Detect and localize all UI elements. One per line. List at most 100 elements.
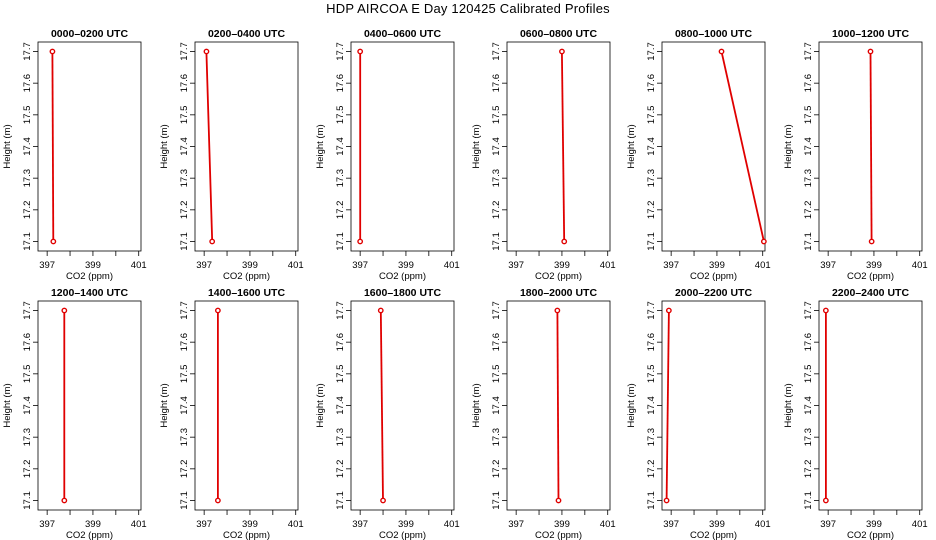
y-tick-label: 17.1 (22, 491, 33, 510)
y-tick-label: 17.7 (803, 301, 814, 320)
x-tick-label: 401 (600, 519, 616, 530)
y-tick-label: 17.5 (179, 365, 190, 384)
y-tick-label: 17.4 (491, 396, 502, 415)
y-tick-label: 17.5 (22, 365, 33, 384)
y-tick-label: 17.2 (491, 460, 502, 479)
x-tick-label: 397 (39, 519, 55, 530)
y-tick-label: 17.3 (179, 428, 190, 447)
y-tick-label: 17.7 (335, 301, 346, 320)
x-tick-label: 401 (444, 260, 460, 271)
y-tick-label: 17.4 (179, 396, 190, 415)
y-tick-label: 17.7 (22, 301, 33, 320)
y-tick-label: 17.3 (179, 169, 190, 188)
panel-title: 0200–0400 UTC (208, 28, 285, 40)
panel-title: 1200–1400 UTC (51, 287, 128, 299)
x-tick-label: 401 (131, 260, 147, 271)
profile-line (720, 51, 765, 242)
y-tick-label: 17.5 (491, 106, 502, 125)
panel-title: 1400–1600 UTC (208, 287, 285, 299)
profile-line (869, 51, 873, 242)
data-point (380, 497, 386, 504)
x-tick-label: 397 (196, 519, 212, 530)
y-tick-label: 17.6 (335, 333, 346, 352)
y-axis-label: Height (m) (2, 383, 13, 427)
plot-frame (350, 41, 455, 252)
data-point (559, 48, 565, 55)
panel-title: 1800–2000 UTC (520, 287, 597, 299)
y-tick-label: 17.2 (646, 201, 657, 220)
y-axis-label: Height (m) (2, 124, 13, 168)
data-point (665, 307, 672, 314)
profile-panel: 2200–2400 UTC 397 399 401 17.1 17.2 17.3 17.4 17… (783, 287, 928, 540)
y-axis-label: Height (m) (783, 383, 794, 427)
data-point (555, 497, 562, 504)
data-point (554, 307, 561, 314)
x-tick-label: 397 (39, 260, 55, 271)
plot-frame (818, 300, 923, 511)
profile-line (51, 51, 55, 242)
plot-frame (194, 300, 299, 511)
x-tick-label: 399 (866, 519, 882, 530)
x-tick-label: 401 (131, 519, 147, 530)
profile-panel: 1200–1400 UTC 397 399 401 17.1 17.2 17.3 17.4 17… (2, 287, 147, 540)
y-tick-label: 17.2 (803, 460, 814, 479)
y-tick-label: 17.5 (803, 365, 814, 384)
y-tick-label: 17.5 (335, 365, 346, 384)
y-tick-label: 17.4 (803, 396, 814, 415)
y-tick-label: 17.1 (179, 232, 190, 251)
y-tick-label: 17.5 (646, 365, 657, 384)
y-tick-label: 17.1 (491, 491, 502, 510)
y-tick-label: 17.2 (335, 460, 346, 479)
panel-title: 0400–0600 UTC (364, 28, 441, 40)
y-tick-label: 17.1 (22, 232, 33, 251)
y-tick-label: 17.6 (22, 74, 33, 93)
x-tick-label: 397 (508, 260, 524, 271)
y-tick-label: 17.6 (22, 333, 33, 352)
y-axis-label: Height (m) (626, 383, 637, 427)
y-tick-label: 17.4 (646, 137, 657, 156)
y-tick-label: 17.2 (179, 460, 190, 479)
y-tick-label: 17.3 (335, 169, 346, 188)
y-tick-label: 17.7 (646, 301, 657, 320)
x-axis-label: CO2 (ppm) (690, 530, 737, 540)
y-tick-label: 17.6 (646, 333, 657, 352)
x-tick-label: 399 (709, 260, 725, 271)
y-axis-label: Height (m) (626, 124, 637, 168)
data-point (663, 497, 670, 504)
panel-title: 0600–0800 UTC (520, 28, 597, 40)
x-axis-label: CO2 (ppm) (847, 271, 894, 282)
y-tick-label: 17.4 (335, 396, 346, 415)
x-axis-label: CO2 (ppm) (66, 530, 113, 540)
y-tick-label: 17.3 (491, 428, 502, 447)
x-tick-label: 397 (352, 519, 368, 530)
plot-frame (194, 41, 299, 252)
y-tick-label: 17.4 (335, 137, 346, 156)
y-tick-label: 17.7 (22, 42, 33, 61)
data-point (214, 307, 221, 314)
figure-title: HDP AIRCOA E Day 120425 Calibrated Profi… (326, 1, 610, 16)
profile-panel: 0200–0400 UTC 397 399 401 17.1 17.2 17.3 17.4 17… (159, 28, 304, 282)
y-tick-label: 17.1 (646, 232, 657, 251)
data-point (61, 307, 68, 314)
y-tick-label: 17.7 (803, 42, 814, 61)
profile-line (379, 310, 384, 501)
data-point (214, 497, 221, 504)
x-tick-label: 399 (398, 260, 414, 271)
panel-title: 2000–2200 UTC (675, 287, 752, 299)
y-tick-label: 17.5 (803, 106, 814, 125)
x-tick-label: 401 (755, 260, 771, 271)
x-axis-label: CO2 (ppm) (223, 530, 270, 540)
data-point (357, 48, 364, 55)
plot-frame (661, 300, 766, 511)
y-tick-label: 17.3 (22, 428, 33, 447)
panel-title: 2200–2400 UTC (832, 287, 909, 299)
panel-title: 1000–1200 UTC (832, 28, 909, 40)
x-tick-label: 399 (398, 519, 414, 530)
profile-panel: 1600–1800 UTC 397 399 401 17.1 17.2 17.3 17.4 17… (315, 287, 460, 540)
y-tick-label: 17.1 (335, 232, 346, 251)
x-tick-label: 397 (196, 260, 212, 271)
data-point (561, 238, 568, 245)
data-point (822, 307, 829, 314)
data-point (822, 497, 829, 504)
